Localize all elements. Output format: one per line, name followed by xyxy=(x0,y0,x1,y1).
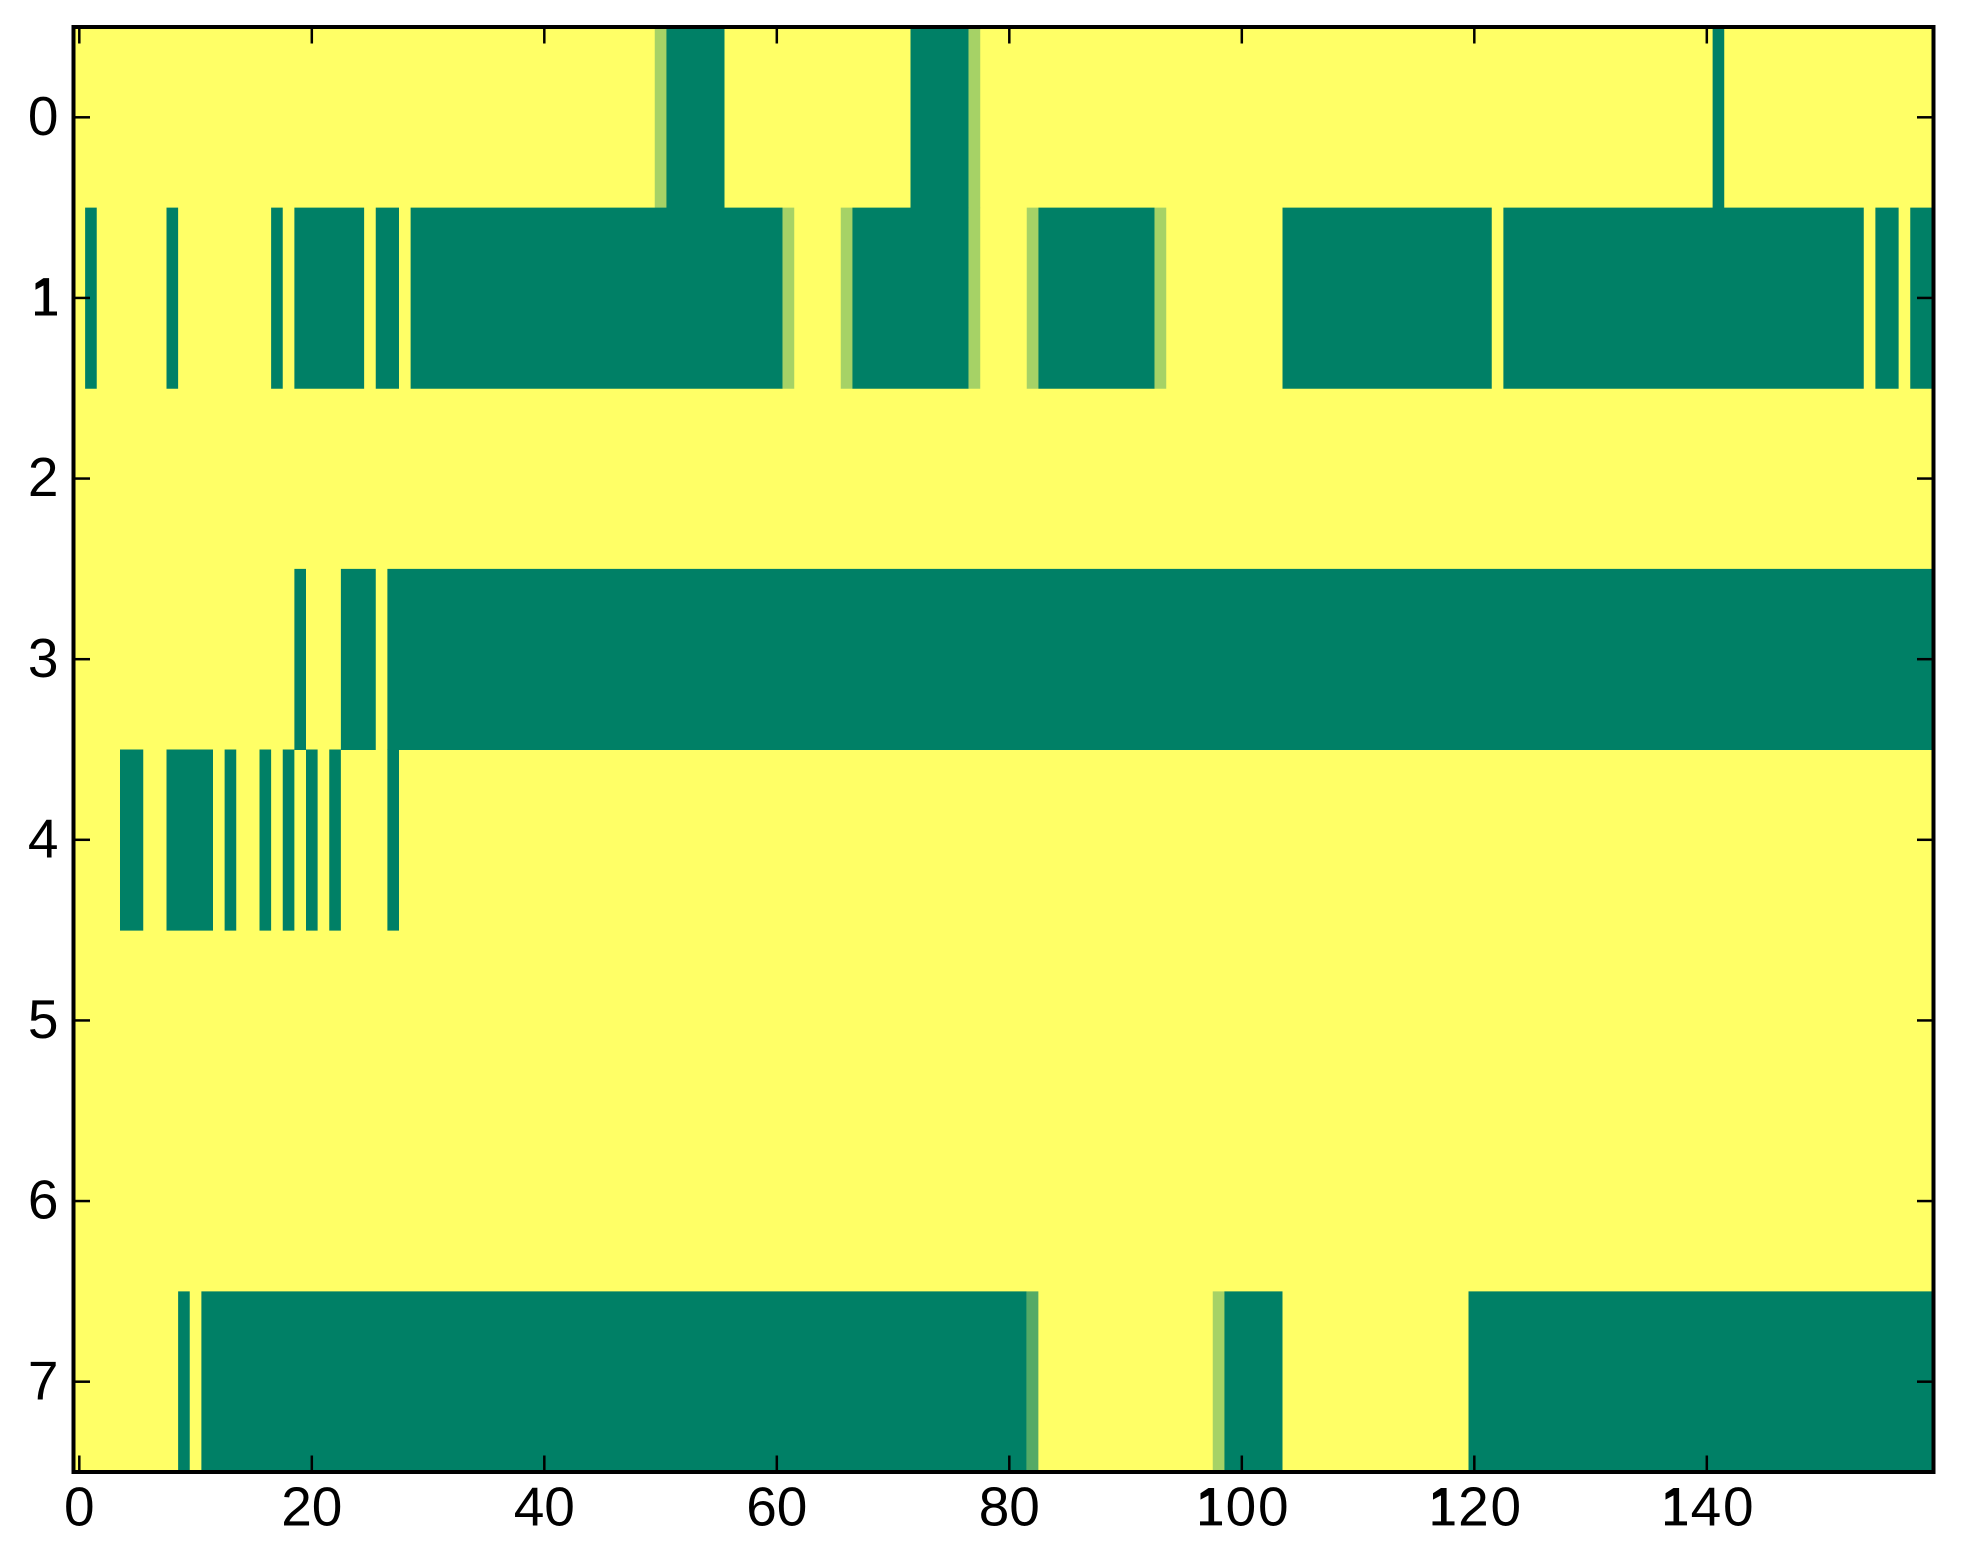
svg-text:40: 40 xyxy=(1691,1475,1756,1537)
svg-text:6: 6 xyxy=(28,1169,59,1231)
svg-text:20: 20 xyxy=(281,1475,342,1537)
svg-text:4: 4 xyxy=(28,807,59,869)
svg-text:60: 60 xyxy=(746,1475,807,1537)
svg-text:80: 80 xyxy=(979,1475,1040,1537)
svg-text:5: 5 xyxy=(28,988,59,1050)
svg-text:0: 0 xyxy=(28,85,59,147)
svg-text:2: 2 xyxy=(28,446,59,508)
svg-text:0: 0 xyxy=(64,1475,95,1537)
svg-text:7: 7 xyxy=(28,1349,59,1411)
svg-text:40: 40 xyxy=(514,1475,575,1537)
svg-text:00: 00 xyxy=(1226,1475,1291,1537)
svg-text:20: 20 xyxy=(1458,1475,1523,1537)
svg-text:3: 3 xyxy=(28,627,59,689)
